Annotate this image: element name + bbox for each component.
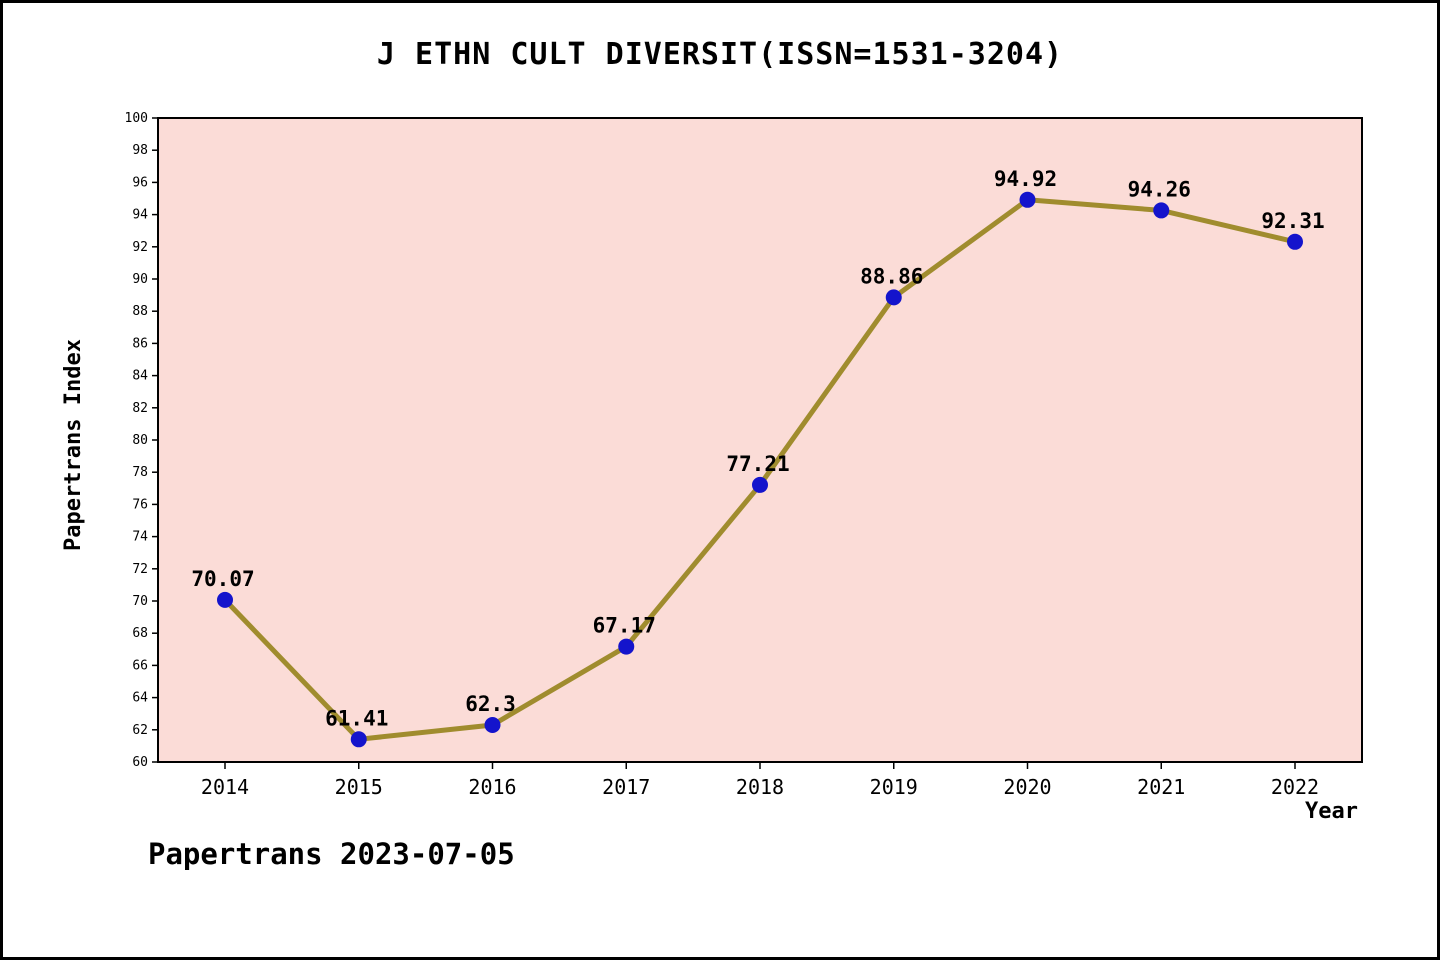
data-point (350, 731, 367, 748)
x-axis-label: Year (1305, 799, 1358, 824)
y-tick-label: 88 (132, 304, 148, 319)
data-point-labels: 70.07 61.41 62.3 67.17 77.21 88.86 94.92 94.26 9… (191, 167, 1324, 731)
y-tick-label: 62 (132, 723, 148, 738)
point-value-label: 92.31 (1261, 209, 1324, 233)
point-value-label: 67.17 (593, 614, 656, 638)
footer-watermark: Papertrans 2023-07-05 (148, 837, 515, 871)
data-point (1153, 202, 1170, 219)
y-tick-label: 96 (132, 175, 148, 190)
chart-title: J ETHN CULT DIVERSIT(ISSN=1531-3204) (377, 37, 1063, 72)
y-tick-label: 86 (132, 336, 148, 351)
y-tick-label: 64 (132, 691, 148, 706)
y-axis-label: Papertrans Index (61, 339, 86, 551)
x-tick-label: 2015 (335, 775, 383, 799)
y-tick-label: 94 (132, 208, 148, 223)
point-value-label: 94.26 (1128, 177, 1191, 201)
x-tick-label: 2018 (736, 775, 784, 799)
y-tick-label: 72 (132, 562, 148, 577)
data-point (752, 476, 768, 493)
y-tick-label: 78 (132, 465, 148, 480)
data-point (885, 289, 902, 306)
x-axis-ticks: 2014 2015 2016 2017 2018 2019 2020 2021 2022 (201, 762, 1319, 799)
x-tick-label: 2019 (870, 775, 918, 799)
y-tick-label: 66 (132, 658, 148, 673)
x-tick-label: 2017 (602, 775, 650, 799)
data-point (217, 591, 233, 608)
x-tick-label: 2020 (1003, 775, 1051, 799)
y-tick-label: 84 (132, 369, 148, 384)
y-tick-label: 74 (132, 530, 148, 545)
data-point (1019, 191, 1036, 208)
data-series-points (217, 191, 1303, 748)
y-tick-label: 100 (125, 111, 148, 126)
y-tick-label: 76 (132, 497, 148, 512)
y-tick-label: 90 (132, 272, 148, 287)
x-tick-label: 2022 (1271, 775, 1319, 799)
y-tick-label: 80 (132, 433, 148, 448)
y-tick-label: 60 (132, 755, 148, 770)
y-tick-label: 68 (132, 626, 148, 641)
point-value-label: 94.92 (994, 167, 1057, 191)
y-tick-label: 98 (132, 143, 148, 158)
y-tick-label: 82 (132, 401, 148, 416)
plot-area (157, 117, 1363, 763)
data-point (618, 638, 635, 655)
point-value-label: 61.41 (325, 706, 388, 730)
point-value-label: 77.21 (726, 452, 789, 476)
data-point (1287, 233, 1303, 250)
x-tick-label: 2021 (1137, 775, 1185, 799)
data-point (484, 716, 501, 733)
point-value-label: 88.86 (860, 264, 923, 288)
y-tick-label: 70 (132, 594, 148, 609)
y-tick-label: 92 (132, 240, 148, 255)
y-axis-ticks: 60 62 64 66 68 70 72 74 76 78 80 82 84 86 88 90 92 94 96 98… (125, 111, 158, 770)
point-value-label: 70.07 (191, 567, 254, 591)
x-tick-label: 2014 (201, 775, 249, 799)
x-tick-label: 2016 (468, 775, 516, 799)
point-value-label: 62.3 (465, 692, 516, 716)
